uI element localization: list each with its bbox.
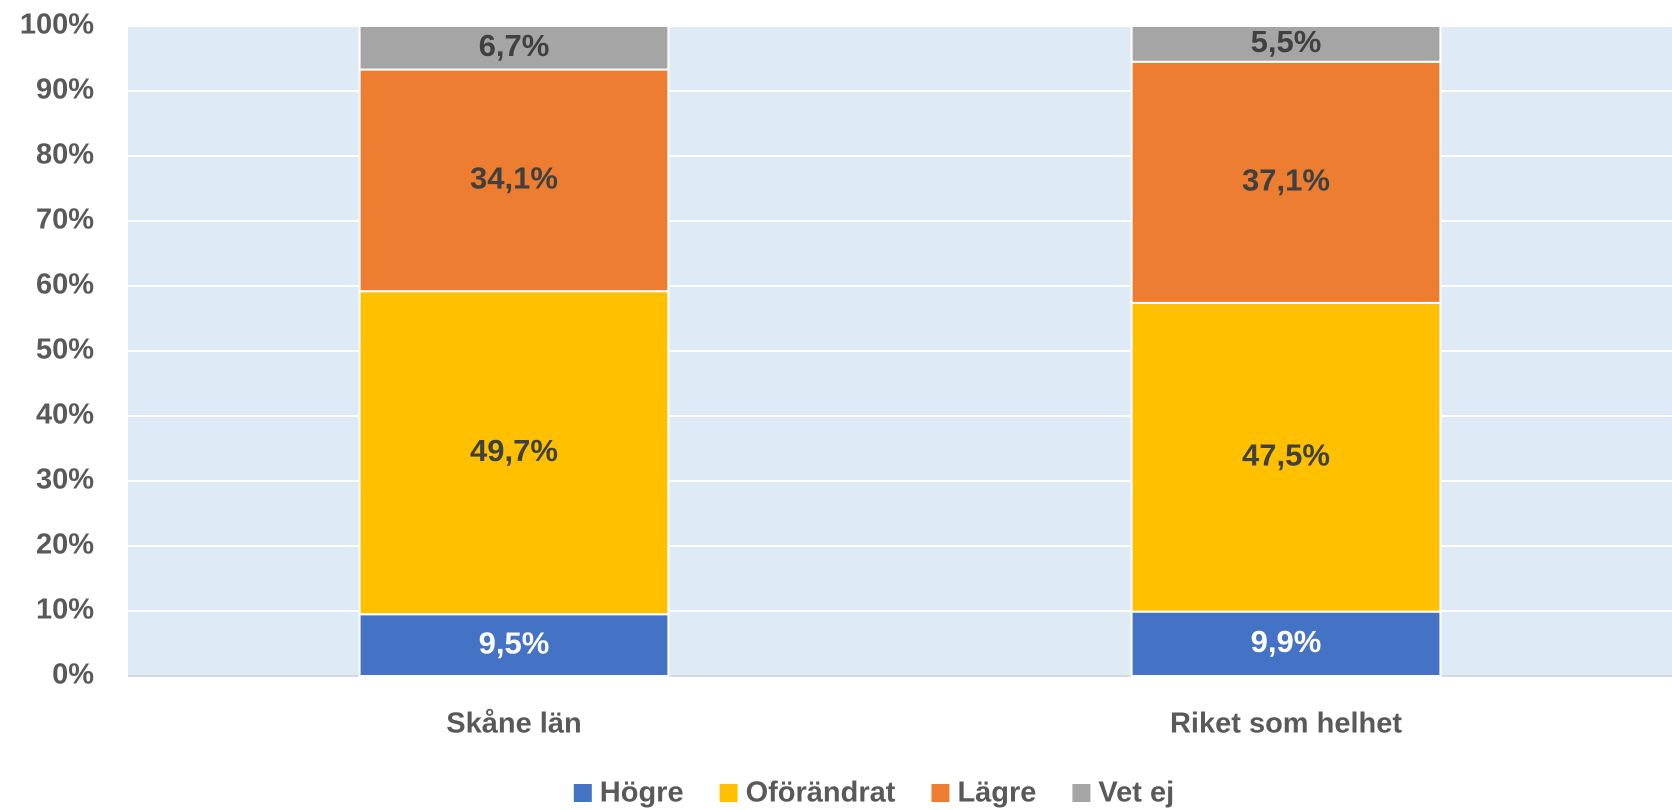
legend-swatch (931, 784, 950, 802)
legend-swatch (719, 784, 738, 802)
value-label: 47,5% (1242, 437, 1330, 472)
bar-segment (358, 290, 670, 616)
x-tick-label: Skåne län (446, 708, 581, 740)
legend-label: Vet ej (1098, 777, 1174, 809)
y-tick-label: 80% (36, 139, 94, 171)
y-tick-label: 30% (36, 464, 94, 496)
y-tick-label: 10% (36, 594, 94, 626)
legend-swatch (573, 784, 592, 802)
value-label: 5,5% (1251, 24, 1322, 59)
bar-segment (1130, 301, 1442, 613)
value-label: 6,7% (479, 28, 550, 63)
bar-segment (358, 68, 670, 293)
value-label: 9,5% (479, 625, 550, 660)
y-tick-label: 20% (36, 529, 94, 561)
legend-label: Högre (600, 777, 684, 809)
value-label: 37,1% (1242, 163, 1330, 198)
legend-label: Lägre (957, 777, 1036, 809)
y-tick-label: 40% (36, 399, 94, 431)
bar-segment (1130, 60, 1442, 304)
value-label: 9,9% (1251, 624, 1322, 659)
bar-segment (1130, 25, 1442, 63)
legend-label: Oförändrat (746, 777, 896, 809)
y-tick-label: 100% (20, 9, 94, 41)
legend-swatch (1072, 784, 1091, 802)
y-tick-label: 50% (36, 334, 94, 366)
y-tick-label: 70% (36, 204, 94, 236)
bar-segment (1130, 610, 1442, 678)
bar-segment (358, 613, 670, 677)
y-tick-label: 0% (52, 659, 94, 691)
bar-segment (358, 25, 670, 71)
y-tick-label: 60% (36, 269, 94, 301)
y-tick-label: 90% (36, 74, 94, 106)
value-label: 34,1% (470, 161, 558, 196)
value-label: 49,7% (470, 433, 558, 468)
x-tick-label: Riket som helhet (1170, 708, 1402, 740)
